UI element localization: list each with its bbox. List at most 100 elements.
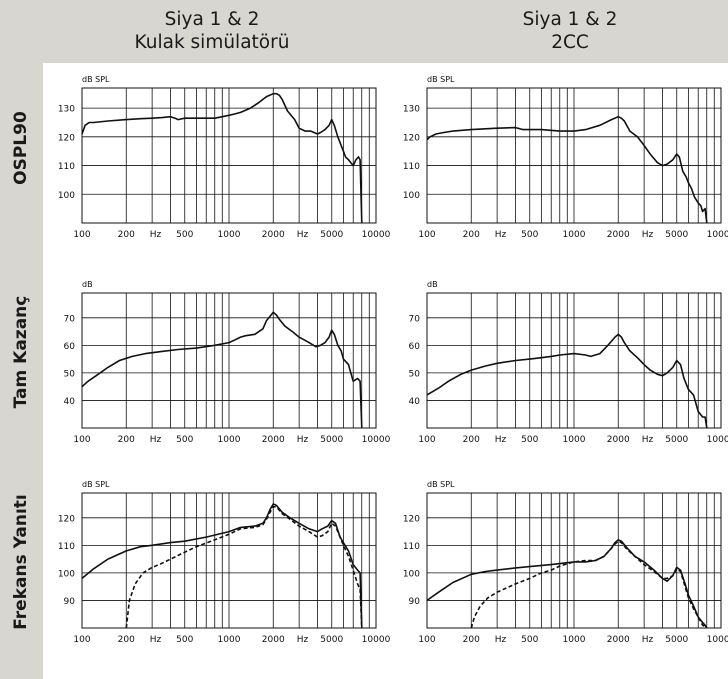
row-label-band <box>0 63 43 679</box>
x-tick-label: 500 <box>521 230 538 240</box>
y-tick-label: 120 <box>403 514 420 524</box>
y-tick-label: 100 <box>58 191 75 201</box>
x-tick-label: 10000 <box>707 230 728 240</box>
y-tick-label: 60 <box>64 342 76 352</box>
x-unit-label: Hz <box>642 635 654 645</box>
x-tick-label: 500 <box>176 635 193 645</box>
x-tick-label: 2000 <box>262 230 285 240</box>
x-tick-label: 100 <box>73 635 90 645</box>
y-tick-label: 70 <box>64 314 76 324</box>
x-tick-label: 10000 <box>362 230 391 240</box>
y-axis-label: dB SPL <box>82 75 110 84</box>
x-tick-label: 10000 <box>707 435 728 445</box>
y-axis-label: dB <box>427 280 438 289</box>
x-tick-label: 2000 <box>262 635 285 645</box>
series-line-dashed <box>125 505 363 629</box>
x-tick-label: 2000 <box>607 435 630 445</box>
x-unit-label: Hz <box>495 635 507 645</box>
x-tick-label: 1000 <box>563 635 586 645</box>
x-tick-label: 2000 <box>607 230 630 240</box>
x-tick-label: 1000 <box>563 435 586 445</box>
y-axis-label: dB SPL <box>82 480 110 489</box>
x-tick-label: 5000 <box>320 230 343 240</box>
x-unit-label: Hz <box>495 230 507 240</box>
series-line-solid <box>426 115 708 224</box>
x-tick-label: 200 <box>118 435 135 445</box>
series-line-solid <box>81 92 363 224</box>
x-tick-label: 100 <box>418 635 435 645</box>
x-tick-label: 5000 <box>320 435 343 445</box>
x-unit-label: Hz <box>150 635 162 645</box>
y-tick-label: 50 <box>64 369 76 379</box>
chart-frequency-response-ear-simulator: 90 100 110 120 dB SPL 100 200 500 1000 2000 5000 10… <box>58 480 391 645</box>
y-tick-label: 110 <box>403 162 420 172</box>
y-tick-label: 70 <box>409 314 421 324</box>
x-tick-label: 1000 <box>218 230 241 240</box>
x-tick-label: 200 <box>118 230 135 240</box>
x-tick-label: 100 <box>418 435 435 445</box>
x-tick-label: 100 <box>73 230 90 240</box>
y-tick-label: 130 <box>403 105 420 115</box>
x-unit-label: Hz <box>642 230 654 240</box>
x-tick-label: 500 <box>176 230 193 240</box>
x-tick-label: 500 <box>521 435 538 445</box>
x-unit-label: Hz <box>297 435 309 445</box>
y-axis-label: dB <box>82 280 93 289</box>
chart-full-gain-ear-simulator: 40 50 60 70 dB 100 200 500 1000 2000 5000 10000 Hz Hz <box>64 280 391 445</box>
x-tick-label: 5000 <box>665 635 688 645</box>
y-axis-label: dB SPL <box>427 480 455 489</box>
plot-frame <box>426 87 722 224</box>
x-unit-label: Hz <box>150 230 162 240</box>
header-band <box>0 0 728 63</box>
y-tick-label: 110 <box>58 542 75 552</box>
y-axis-label: dB SPL <box>427 75 455 84</box>
chart-full-gain-2cc: 40 50 60 70 dB 100 200 500 1000 2000 5000 10000 Hz Hz <box>409 280 728 445</box>
y-tick-label: 50 <box>409 369 421 379</box>
y-tick-label: 100 <box>403 569 420 579</box>
y-tick-label: 120 <box>403 133 420 143</box>
row-title-text: OSPL90 <box>11 111 31 185</box>
x-tick-label: 1000 <box>563 230 586 240</box>
x-tick-label: 200 <box>463 230 480 240</box>
y-tick-label: 130 <box>58 105 75 115</box>
column-title-2cc: Siya 1 & 2 2CC <box>420 8 720 54</box>
y-tick-label: 40 <box>64 397 76 407</box>
y-tick-label: 110 <box>58 162 75 172</box>
plot-frame <box>81 492 377 629</box>
x-tick-label: 1000 <box>218 435 241 445</box>
x-tick-label: 200 <box>118 635 135 645</box>
column-title-line1: Siya 1 & 2 <box>522 9 618 30</box>
x-tick-label: 10000 <box>362 635 391 645</box>
plot-frame <box>426 292 722 429</box>
chart-ospl90-2cc: 100 110 120 130 dB SPL 100 200 500 1000 2000 5000 1… <box>403 75 728 240</box>
x-tick-label: 500 <box>176 435 193 445</box>
x-tick-label: 100 <box>418 230 435 240</box>
y-tick-label: 40 <box>409 397 421 407</box>
y-tick-label: 100 <box>403 191 420 201</box>
column-title-line1: Siya 1 & 2 <box>164 9 260 30</box>
plot-frame <box>81 87 377 224</box>
x-tick-label: 5000 <box>320 635 343 645</box>
x-tick-label: 10000 <box>362 435 391 445</box>
x-unit-label: Hz <box>297 230 309 240</box>
y-tick-label: 100 <box>58 569 75 579</box>
series-line-solid <box>81 311 363 429</box>
y-tick-label: 110 <box>403 542 420 552</box>
series-line-dashed <box>470 540 708 629</box>
x-tick-label: 5000 <box>665 230 688 240</box>
x-tick-label: 1000 <box>218 635 241 645</box>
series-line-solid <box>426 333 708 429</box>
x-tick-label: 5000 <box>665 435 688 445</box>
plot-frame <box>81 292 377 429</box>
x-tick-label: 200 <box>463 435 480 445</box>
x-tick-label: 200 <box>463 635 480 645</box>
chart-frequency-response-2cc: 90 100 110 120 dB SPL 100 200 500 1000 2000 5000 10… <box>403 480 728 645</box>
y-tick-label: 60 <box>409 342 421 352</box>
chart-ospl90-ear-simulator: 100 110 120 130 dB SPL 100 200 500 1000 2000 5000 1… <box>58 75 391 240</box>
x-unit-label: Hz <box>495 435 507 445</box>
plot-frame <box>426 492 722 629</box>
x-unit-label: Hz <box>642 435 654 445</box>
x-tick-label: 500 <box>521 635 538 645</box>
y-tick-label: 120 <box>58 133 75 143</box>
x-unit-label: Hz <box>297 635 309 645</box>
